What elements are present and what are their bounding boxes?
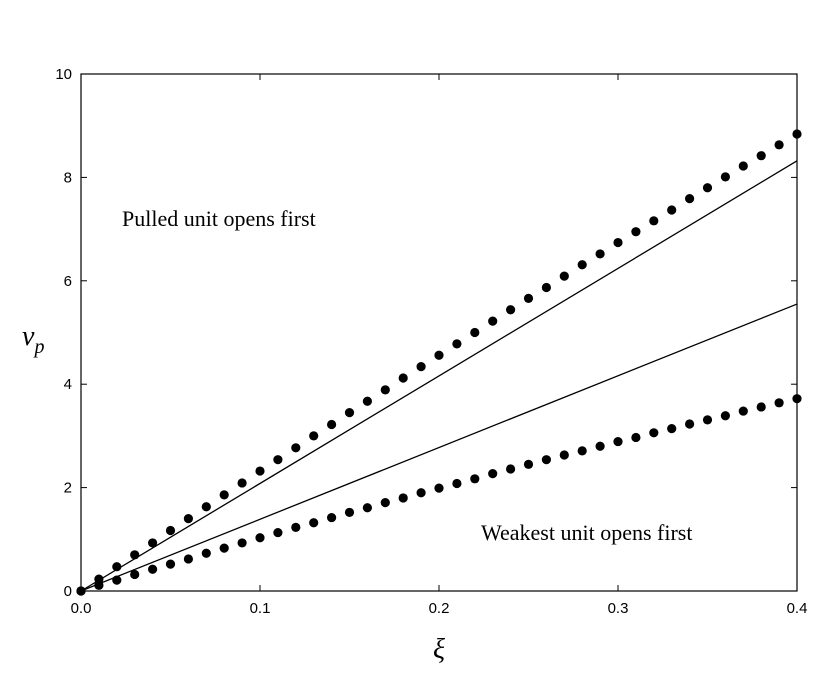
- data-point: [595, 249, 605, 259]
- data-point: [702, 183, 713, 193]
- data-point: [756, 402, 766, 412]
- data-point: [559, 271, 569, 281]
- data-point: [273, 455, 283, 465]
- data-point: [201, 548, 211, 558]
- data-point: [792, 394, 802, 404]
- x-tick-label: 0.0: [71, 600, 92, 617]
- data-point: [541, 455, 552, 465]
- data-point: [434, 483, 444, 493]
- data-point: [130, 569, 140, 580]
- data-point: [327, 512, 337, 523]
- data-point: [291, 443, 301, 453]
- plot-frame: [80, 73, 798, 592]
- data-point: [255, 466, 265, 476]
- data-point: [165, 525, 176, 536]
- data-point: [613, 436, 623, 447]
- y-axis-label: vp: [22, 321, 44, 358]
- data-point: [183, 554, 193, 564]
- data-point: [631, 432, 641, 443]
- y-tick-label: 2: [64, 480, 72, 497]
- data-point: [488, 316, 498, 326]
- data-point: [559, 450, 569, 460]
- data-point: [685, 419, 695, 429]
- data-point: [470, 327, 480, 338]
- y-axis-label-base: v: [22, 321, 35, 352]
- data-point: [506, 305, 516, 315]
- data-point: [219, 490, 229, 500]
- data-point: [506, 464, 516, 474]
- data-point: [667, 424, 677, 434]
- annotation: Pulled unit opens first: [122, 206, 316, 231]
- data-point: [667, 205, 677, 215]
- data-point: [523, 293, 534, 303]
- y-axis-label-subscript: p: [32, 336, 44, 358]
- y-tick-label: 6: [64, 273, 72, 290]
- data-point: [112, 562, 122, 572]
- data-point: [649, 216, 659, 226]
- data-line: [80, 160, 798, 592]
- data-point: [720, 411, 731, 421]
- data-point: [541, 282, 552, 293]
- data-point: [273, 527, 283, 538]
- data-point: [148, 538, 158, 548]
- data-point: [183, 514, 193, 524]
- data-point: [756, 151, 766, 161]
- data-point: [201, 502, 211, 512]
- data-line: [80, 303, 798, 592]
- data-point: [398, 373, 408, 383]
- data-point: [685, 193, 695, 204]
- data-point: [380, 497, 390, 508]
- x-tick-label: 0.1: [250, 600, 271, 617]
- data-point: [702, 415, 713, 425]
- data-point: [774, 398, 784, 408]
- data-point: [577, 446, 587, 456]
- data-point: [738, 406, 748, 416]
- data-point: [309, 518, 319, 528]
- y-tick-label: 8: [64, 169, 72, 186]
- data-point: [452, 478, 462, 489]
- data-point: [434, 350, 444, 360]
- data-point: [577, 260, 587, 270]
- y-tick-label: 4: [64, 376, 72, 393]
- data-point: [738, 161, 748, 171]
- data-point: [219, 543, 229, 553]
- data-point: [237, 538, 247, 548]
- x-tick-label: 0.4: [787, 600, 808, 617]
- data-point: [523, 459, 534, 469]
- data-point: [613, 237, 623, 248]
- data-point: [255, 533, 265, 543]
- y-tick-label: 0: [64, 583, 72, 600]
- data-point: [291, 522, 301, 533]
- data-point: [720, 172, 731, 182]
- data-point: [452, 339, 462, 349]
- data-point: [792, 129, 802, 139]
- y-tick-label: 10: [55, 66, 72, 83]
- x-tick-label: 0.2: [429, 600, 450, 617]
- x-tick-label: 0.3: [608, 600, 629, 617]
- data-point: [165, 559, 176, 569]
- data-point: [309, 431, 319, 441]
- data-point: [237, 478, 247, 488]
- data-point: [380, 385, 390, 395]
- data-point: [327, 419, 337, 430]
- data-point: [470, 474, 480, 484]
- x-axis-label: ξ: [433, 634, 445, 665]
- data-point: [362, 503, 372, 513]
- data-point: [595, 441, 605, 451]
- data-point: [344, 507, 355, 518]
- data-point: [416, 362, 426, 372]
- data-point: [631, 227, 641, 237]
- data-point: [344, 408, 355, 418]
- data-point: [148, 564, 158, 574]
- data-point: [416, 488, 426, 498]
- data-point: [774, 140, 784, 150]
- data-point: [488, 469, 498, 479]
- data-point: [649, 428, 659, 438]
- annotation: Weakest unit opens first: [481, 520, 692, 545]
- data-point: [398, 493, 408, 503]
- data-point: [362, 396, 372, 406]
